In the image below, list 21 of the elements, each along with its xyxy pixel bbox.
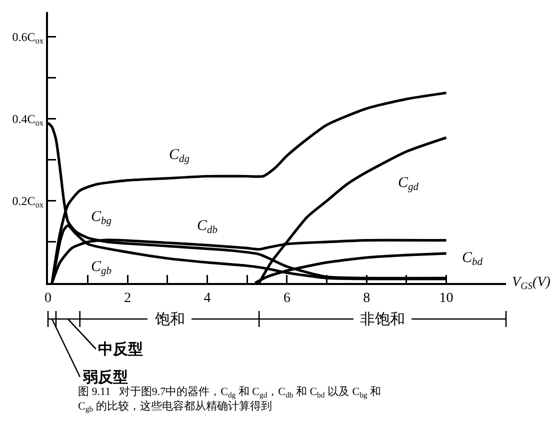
y-tick-label: 0.4C$_{ox}$	[12, 112, 44, 128]
x-tick-label: 2	[124, 290, 132, 306]
y-tick-label: 0.2C$_{ox}$	[12, 194, 44, 210]
x-tick-label: 10	[439, 290, 454, 306]
x-tick-label: 4	[204, 290, 211, 306]
x-tick-label: 8	[363, 290, 370, 306]
series-label: C$_{bd}$	[462, 250, 484, 268]
text: 非饱和	[360, 311, 405, 328]
y-tick-label: 0.6C$_{ox}$	[12, 30, 44, 46]
text: 图 9.11 对于图9.7中的器件，C$_{dg}$ 和 C$_{gd}$，C$_{db}$ 和 C$_{bd}$ 以及 C$_{bg}$ 和 C$_{gb}$ 的比较，这些电容都从精确计算得到	[78, 386, 381, 414]
text: 中反型	[98, 341, 143, 358]
x-axis-title: V$_{GS}$(V)	[512, 275, 551, 292]
series-label: C$_{gd}$	[398, 175, 420, 194]
text: 弱反型	[82, 369, 128, 386]
series-label: C$_{gb}$	[91, 259, 112, 278]
text: 饱和	[154, 311, 185, 328]
series-label: C$_{bg}$	[91, 209, 112, 228]
x-tick-label: 6	[283, 290, 290, 306]
series-label: C$_{db}$	[197, 218, 218, 236]
series-label: C$_{dg}$	[169, 147, 190, 166]
x-tick-label: 0	[44, 290, 52, 306]
